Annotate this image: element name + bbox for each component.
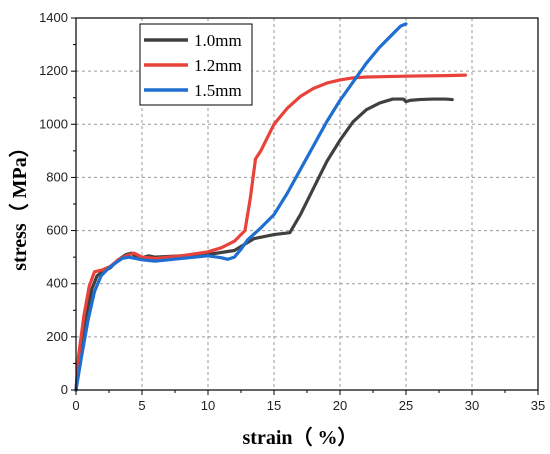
x-tick-label: 10: [201, 398, 215, 413]
y-tick-label: 1200: [39, 63, 68, 78]
y-tick-label: 600: [46, 223, 68, 238]
axis-ticks: 0 5 10 15 20 25 30 35 0 200 400 600 800 1000 1200 1400: [39, 10, 545, 413]
x-axis-title: strain（ %）: [243, 426, 358, 449]
y-tick-label: 1400: [39, 10, 68, 25]
x-tick-label: 35: [531, 398, 545, 413]
legend-label: 1.0mm: [194, 31, 242, 50]
series-layer: [74, 22, 467, 392]
y-axis-title: stress（ MPa）: [8, 137, 31, 271]
legend-label: 1.5mm: [194, 81, 242, 100]
legend: 1.0mm 1.2mm 1.5mm: [139, 23, 253, 106]
y-tick-label: 0: [61, 382, 68, 397]
y-tick-label: 800: [46, 169, 68, 184]
x-tick-label: 25: [399, 398, 413, 413]
x-tick-label: 20: [333, 398, 347, 413]
y-tick-label: 400: [46, 276, 68, 291]
x-tick-label: 0: [72, 398, 79, 413]
x-tick-label: 5: [138, 398, 145, 413]
y-tick-label: 200: [46, 329, 68, 344]
x-tick-label: 15: [267, 398, 281, 413]
series-line-1.2mm: [74, 73, 467, 392]
x-tick-label: 30: [465, 398, 479, 413]
y-tick-label: 1000: [39, 116, 68, 131]
series-line-1.5mm: [74, 22, 408, 392]
legend-label: 1.2mm: [194, 56, 242, 75]
